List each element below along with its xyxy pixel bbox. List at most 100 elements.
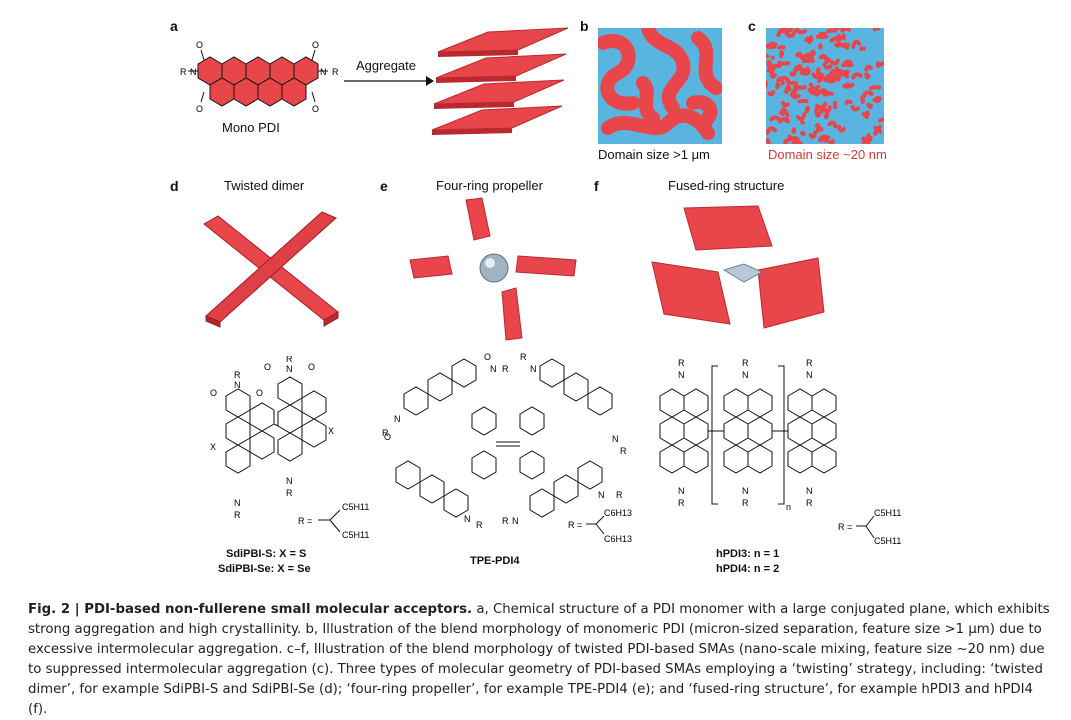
domain-squiggle <box>869 135 871 140</box>
panel-a-label: a <box>170 18 178 34</box>
panel-b-label: b <box>580 18 589 34</box>
atom-n: N <box>612 434 619 444</box>
c5h11: C5H11 <box>874 508 901 518</box>
atom-n-right: N <box>320 67 327 77</box>
domain-squiggle <box>838 76 839 80</box>
repeat-n: n <box>786 502 791 512</box>
twisted-dimer-model <box>196 208 346 328</box>
atom-n: N <box>286 364 293 374</box>
atom-r: R <box>742 498 749 508</box>
atom-r: R <box>620 446 627 456</box>
domain-squiggle <box>832 39 839 41</box>
atom-r-right: R <box>332 67 339 77</box>
domain-squiggle <box>802 72 809 74</box>
domain-squiggle <box>866 67 871 70</box>
atom-n: N <box>490 364 497 374</box>
mono-pdi-structure: R N N R O O O O <box>168 34 358 130</box>
atom-n: N <box>742 370 749 380</box>
domain-squiggle <box>861 48 864 49</box>
atom-n: N <box>678 486 685 496</box>
r-equals: R = <box>568 520 582 530</box>
domain-squiggle <box>866 74 868 77</box>
domain-squiggle <box>777 84 778 87</box>
domain-squiggle <box>826 114 827 117</box>
domain-squiggle <box>846 101 850 103</box>
domain-squiggle <box>791 72 794 75</box>
atom-n: N <box>678 370 685 380</box>
domain-squiggle <box>772 75 775 77</box>
domain-squiggle <box>781 52 782 56</box>
figure-caption: Fig. 2 | PDI-based non-fullerene small m… <box>28 600 1053 720</box>
atom-o: O <box>196 40 203 50</box>
domain-squiggle <box>806 39 809 42</box>
atom-o: O <box>312 104 319 114</box>
r-group-f: R = C5H11 C5H11 <box>836 506 916 550</box>
atom-n: N <box>742 486 749 496</box>
domain-squiggle <box>772 66 779 67</box>
domain-squiggle <box>876 98 879 100</box>
domain-squiggle <box>818 69 819 73</box>
domain-squiggle <box>865 114 868 115</box>
atom-n: N <box>598 490 605 500</box>
four-ring-propeller-model <box>406 196 582 342</box>
c5h11: C5H11 <box>874 536 901 546</box>
atom-o: O <box>210 388 217 398</box>
atom-r: R <box>286 356 293 364</box>
atom-r: R <box>502 516 509 526</box>
atom-r: R <box>476 520 483 530</box>
panel-f-label: f <box>594 178 599 194</box>
domain-squiggle <box>767 46 774 47</box>
atom-r: R <box>742 358 749 368</box>
atom-o: O <box>256 388 263 398</box>
domain-size-small: Domain size ~20 nm <box>768 147 887 162</box>
hpdi4-label: hPDI4: n = 2 <box>716 563 779 575</box>
domain-squiggle <box>797 54 801 58</box>
domain-squiggle <box>797 87 805 88</box>
domain-squiggle <box>818 126 819 130</box>
atom-r: R <box>806 498 813 508</box>
panel-e-title: Four-ring propeller <box>436 178 543 193</box>
domain-squiggle <box>875 28 878 29</box>
domain-squiggle <box>869 105 872 108</box>
atom-x: X <box>328 426 334 436</box>
domain-squiggle <box>802 133 804 134</box>
atom-r: R <box>502 364 509 374</box>
panel-e-label: e <box>380 178 388 194</box>
domain-squiggle <box>842 29 849 31</box>
atom-r: R <box>286 488 293 498</box>
domain-squiggle <box>830 141 832 144</box>
atom-n: N <box>806 370 813 380</box>
domain-squiggle <box>871 87 879 88</box>
domain-squiggle <box>769 92 773 94</box>
hpdi3-label: hPDI3: n = 1 <box>716 548 779 560</box>
domain-squiggle <box>766 56 768 58</box>
aggregate-arrow-icon <box>344 74 434 88</box>
domain-squiggle <box>825 93 832 94</box>
atom-n: N <box>530 364 537 374</box>
fused-ring-model <box>648 204 828 350</box>
atom-x: X <box>210 442 216 452</box>
atom-r: R <box>616 490 623 500</box>
domain-squiggle <box>848 84 853 85</box>
domain-squiggle <box>795 67 798 71</box>
atom-o: O <box>308 362 315 372</box>
domain-squiggle <box>785 141 786 144</box>
domain-squiggle <box>793 92 795 96</box>
atom-n: N <box>512 516 519 526</box>
domain-squiggle <box>782 109 784 114</box>
atom-n-left: N <box>190 67 197 77</box>
domain-squiggle <box>816 111 819 116</box>
pdi-aggregate-stack <box>428 22 578 140</box>
domain-squiggle <box>828 30 831 32</box>
domain-squiggle <box>780 63 788 64</box>
domain-squiggle <box>790 137 795 139</box>
atom-r: R <box>234 510 241 520</box>
atom-n: N <box>394 414 401 424</box>
mono-pdi-label: Mono PDI <box>222 120 280 135</box>
panel-f-title: Fused-ring structure <box>668 178 784 193</box>
atom-n: N <box>464 514 471 524</box>
r-group-d: R = C5H11 C5H11 <box>296 498 376 544</box>
c5h11: C5H11 <box>342 530 369 540</box>
atom-o: O <box>264 362 271 372</box>
domain-squiggle <box>799 101 806 102</box>
